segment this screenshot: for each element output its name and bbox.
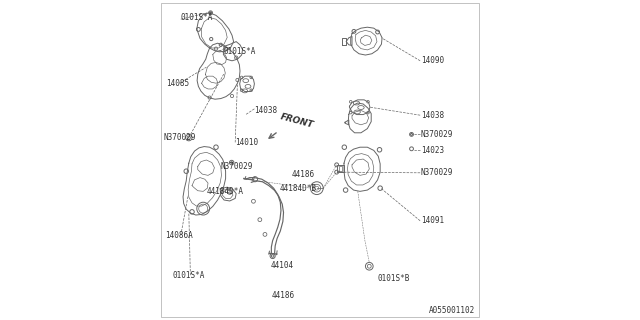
Text: 44104: 44104 [270, 261, 294, 270]
Text: 14090: 14090 [421, 56, 444, 65]
Text: 14085: 14085 [166, 79, 189, 88]
Text: 0101S*A: 0101S*A [224, 47, 257, 56]
Text: 44186: 44186 [291, 170, 314, 179]
Text: 0101S*A: 0101S*A [181, 13, 213, 22]
Text: N370029: N370029 [163, 133, 196, 142]
Text: 14038: 14038 [421, 111, 444, 120]
Text: N370029: N370029 [421, 130, 453, 139]
Text: 44184D*A: 44184D*A [206, 188, 243, 196]
Text: 0101S*A: 0101S*A [173, 271, 205, 280]
Text: A055001102: A055001102 [429, 306, 475, 315]
Text: N370029: N370029 [221, 162, 253, 171]
Text: 14086A: 14086A [165, 231, 193, 240]
Text: FRONT: FRONT [279, 112, 314, 130]
Text: 14023: 14023 [421, 146, 444, 155]
Text: 44186: 44186 [272, 292, 295, 300]
Text: N370029: N370029 [421, 168, 453, 177]
Text: 14010: 14010 [236, 138, 259, 147]
Text: 14091: 14091 [421, 216, 444, 225]
Text: 14038: 14038 [254, 106, 278, 115]
Text: 0101S*B: 0101S*B [378, 274, 410, 283]
Circle shape [210, 12, 211, 14]
Text: 44184D*B: 44184D*B [280, 184, 317, 193]
